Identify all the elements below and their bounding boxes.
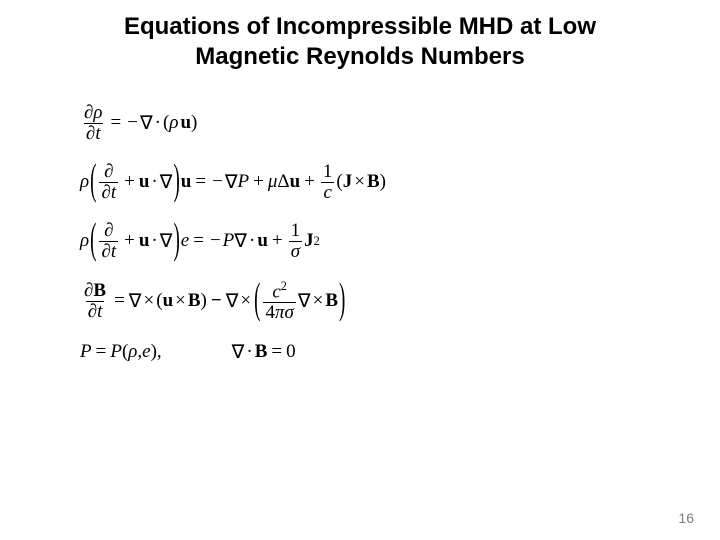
equations-block: ∂ρ ∂t = − ∇ · ( ρ u ) ρ ( ∂ ∂t + u · ∇ [0, 72, 720, 364]
title-line2: Magnetic Reynolds Numbers [195, 43, 524, 70]
eq-eos-divb: P = P ( ρ , e ) , ∇ · B = 0 [80, 341, 720, 364]
eq-continuity: ∂ρ ∂t = − ∇ · ( ρ u ) [80, 102, 720, 144]
eq-induction: ∂B ∂t = ∇ × ( u × B ) − ∇ × ( c2 4πσ ∇ ×… [80, 280, 720, 323]
title-line1: Equations of Incompressible MHD at Low [124, 13, 596, 40]
eq-energy: ρ ( ∂ ∂t + u · ∇ ) e = − P ∇ · u + 1 σ J… [80, 221, 720, 262]
page-number: 16 [678, 510, 694, 526]
eq-momentum: ρ ( ∂ ∂t + u · ∇ ) u = − ∇ P + μ Δ u + 1… [80, 162, 720, 203]
slide-title: Equations of Incompressible MHD at Low M… [0, 0, 720, 72]
